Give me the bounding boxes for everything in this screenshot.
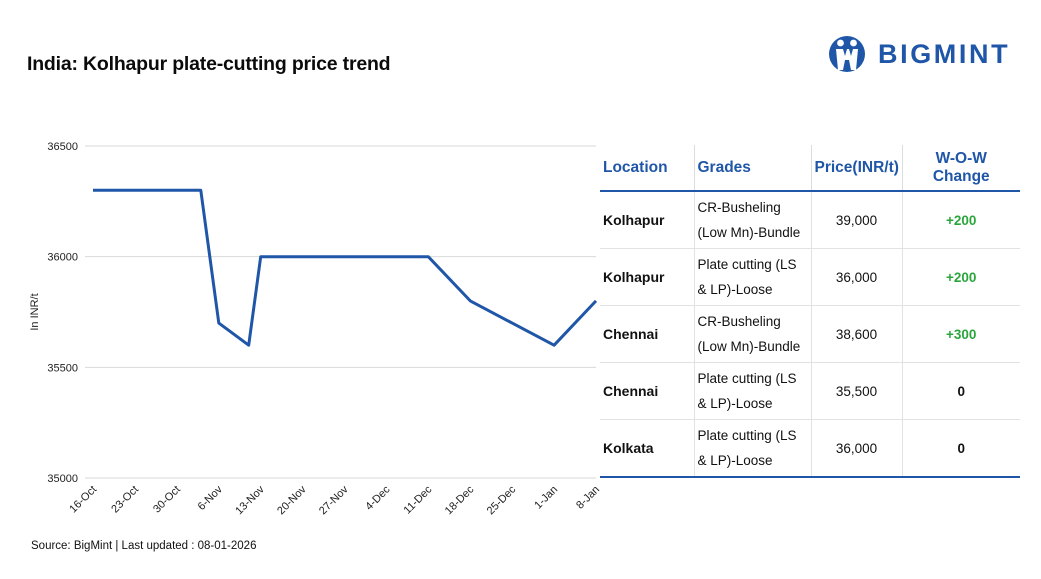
- x-tick-label: 1-Jan: [532, 484, 560, 512]
- header-price: Price(INR/t): [811, 145, 903, 192]
- x-tick-label: 8-Jan: [574, 484, 600, 512]
- price-cell: 35,500: [811, 362, 903, 420]
- change-cell: +200: [902, 248, 1020, 306]
- y-tick-label: 36000: [47, 252, 78, 264]
- x-tick-label: 18-Dec: [443, 483, 477, 517]
- bigmint-logo-icon: [829, 36, 865, 72]
- location-cell: Chennai: [600, 305, 695, 363]
- change-cell: 0: [902, 419, 1020, 478]
- price-table: Location Grades Price(INR/t) W-O-W Chang…: [600, 145, 1020, 478]
- change-cell: +200: [902, 191, 1020, 249]
- change-cell: +300: [902, 305, 1020, 363]
- grade-cell: CR-Busheling (Low Mn)-Bundle: [694, 191, 812, 249]
- y-axis-label: In INR/t: [29, 293, 41, 330]
- y-tick-label: 35000: [47, 473, 78, 485]
- bigmint-logo-text: BIGMINT: [878, 39, 1011, 69]
- table-row: Kolhapur Plate cutting (LS & LP)-Loose 3…: [600, 248, 1020, 306]
- price-cell: 39,000: [811, 191, 903, 249]
- location-cell: Kolkata: [600, 419, 695, 478]
- table-row: Kolhapur CR-Busheling (Low Mn)-Bundle 39…: [600, 191, 1020, 249]
- location-cell: Chennai: [600, 362, 695, 420]
- change-cell: 0: [902, 362, 1020, 420]
- price-trend-chart: 35000 35500 36000 36500 In INR/t 16-Oct 23-O…: [29, 141, 600, 517]
- y-tick-label: 35500: [47, 362, 78, 374]
- y-tick-label: 36500: [47, 141, 78, 153]
- price-cell: 38,600: [811, 305, 903, 363]
- x-tick-label: 16-Oct: [67, 484, 99, 516]
- table-row: Chennai CR-Busheling (Low Mn)-Bundle 38,…: [600, 305, 1020, 363]
- page-title: India: Kolhapur plate-cutting price tren…: [27, 53, 391, 75]
- header-grades: Grades: [694, 145, 812, 192]
- table-header-row: Location Grades Price(INR/t) W-O-W Chang…: [600, 145, 1020, 192]
- grade-cell: Plate cutting (LS & LP)-Loose: [694, 248, 812, 306]
- price-cell: 36,000: [811, 419, 903, 478]
- source-note: Source: BigMint | Last updated : 08-01-2…: [31, 540, 257, 552]
- table-row: Chennai Plate cutting (LS & LP)-Loose 35…: [600, 362, 1020, 420]
- x-tick-label: 11-Dec: [401, 483, 434, 516]
- table-row: Kolkata Plate cutting (LS & LP)-Loose 36…: [600, 419, 1020, 478]
- grade-cell: CR-Busheling (Low Mn)-Bundle: [694, 305, 812, 363]
- x-tick-label: 20-Nov: [275, 483, 309, 517]
- header-wow-change: W-O-W Change: [902, 145, 1020, 192]
- location-cell: Kolhapur: [600, 248, 695, 306]
- grade-cell: Plate cutting (LS & LP)-Loose: [694, 419, 812, 478]
- grade-cell: Plate cutting (LS & LP)-Loose: [694, 362, 812, 420]
- location-cell: Kolhapur: [600, 191, 695, 249]
- x-tick-label: 6-Nov: [196, 483, 226, 513]
- x-tick-label: 4-Dec: [363, 483, 393, 513]
- x-tick-label: 25-Dec: [485, 483, 519, 517]
- x-tick-label: 23-Oct: [109, 484, 141, 516]
- x-tick-label: 27-Nov: [317, 483, 351, 517]
- bigmint-logo: BIGMINT: [828, 32, 1033, 76]
- x-tick-label: 30-Oct: [151, 484, 183, 516]
- x-tick-label: 13-Nov: [233, 483, 267, 517]
- header-location: Location: [600, 145, 695, 192]
- price-series-line: [93, 188, 598, 347]
- price-cell: 36,000: [811, 248, 903, 306]
